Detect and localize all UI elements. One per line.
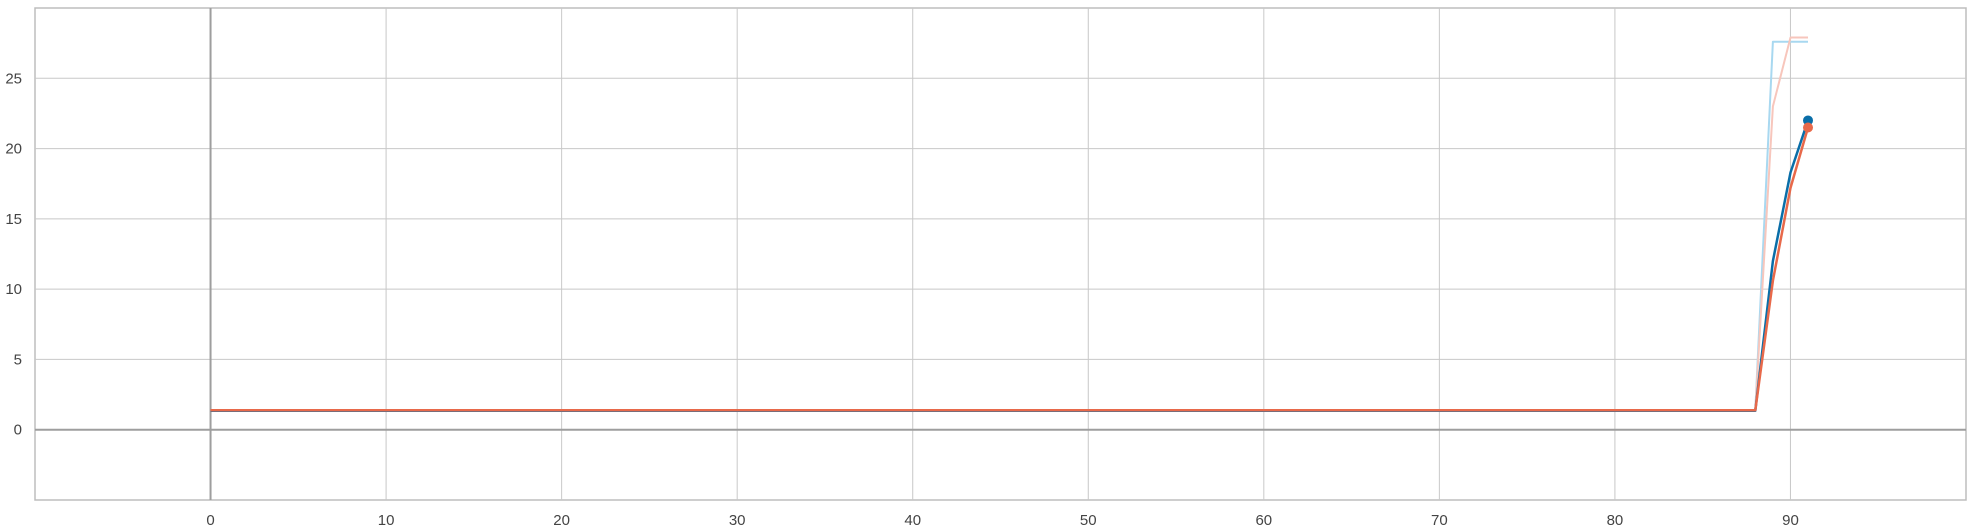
y-tick-label: 5 <box>14 351 22 368</box>
x-tick-label: 80 <box>1607 512 1624 529</box>
smoothed-series-line-2 <box>210 120 1810 412</box>
y-tick-label: 0 <box>14 422 22 439</box>
x-tick-label: 0 <box>206 512 214 529</box>
grid <box>34 7 1967 501</box>
raw-series-line-1 <box>210 36 1808 411</box>
series-endpoint-3[interactable] <box>1803 122 1814 133</box>
y-tick-label: 10 <box>5 281 22 298</box>
y-tick-label: 25 <box>5 70 22 87</box>
x-tick-label: 20 <box>553 512 570 529</box>
x-tick-label: 90 <box>1782 512 1799 529</box>
series <box>210 36 1814 412</box>
x-tick-label: 40 <box>904 512 921 529</box>
x-tick-label: 10 <box>378 512 395 529</box>
x-tick-label: 60 <box>1255 512 1272 529</box>
plot-frame <box>34 7 1967 501</box>
series-endpoint-2[interactable] <box>1803 115 1814 126</box>
raw-series-line-0 <box>210 40 1808 411</box>
x-tick-label: 30 <box>729 512 746 529</box>
y-tick-label: 15 <box>5 211 22 228</box>
x-tick-label: 70 <box>1431 512 1448 529</box>
tick-labels: 0 10 20 30 40 50 60 70 80 90 0 5 10 15 20 25 <box>5 70 1798 529</box>
y-tick-label: 20 <box>5 141 22 158</box>
x-tick-label: 50 <box>1080 512 1097 529</box>
smoothed-series-line-3 <box>210 127 1810 412</box>
axes <box>35 8 1966 500</box>
